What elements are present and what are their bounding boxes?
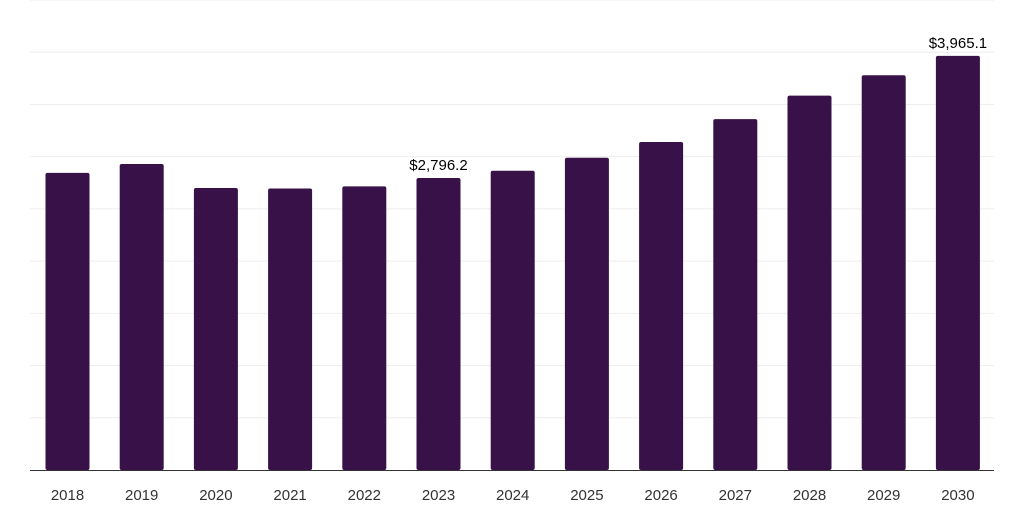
bar-2021 bbox=[268, 188, 313, 470]
bar-2024 bbox=[490, 170, 535, 470]
x-axis: 2018 2019 2020 2021 2022 2023 2024 2025 2026 2027… bbox=[30, 470, 994, 504]
bar-2020 bbox=[193, 188, 238, 470]
x-tick-label-2019: 2019 bbox=[125, 487, 158, 504]
bar-2029 bbox=[861, 75, 906, 470]
bar-2025 bbox=[564, 157, 609, 470]
bar-2022 bbox=[342, 186, 387, 470]
x-tick-label-2021: 2021 bbox=[273, 487, 306, 504]
bar-2028 bbox=[787, 95, 832, 471]
bar-2026 bbox=[639, 142, 684, 471]
x-tick-label-2029: 2029 bbox=[867, 487, 900, 504]
x-tick-label-2028: 2028 bbox=[793, 487, 826, 504]
bar-2027 bbox=[713, 119, 758, 471]
data-label-2023: $2,796.2 bbox=[409, 157, 467, 174]
bar-2030 bbox=[935, 55, 980, 470]
x-tick-label-2022: 2022 bbox=[348, 487, 381, 504]
x-tick-label-2023: 2023 bbox=[422, 487, 455, 504]
x-tick-label-2018: 2018 bbox=[51, 487, 84, 504]
x-tick-label-2024: 2024 bbox=[496, 487, 529, 504]
data-label-2030: $3,965.1 bbox=[929, 35, 987, 52]
bars bbox=[45, 55, 980, 471]
bar-2018 bbox=[45, 172, 90, 470]
bar-2019 bbox=[119, 163, 164, 470]
x-tick-label-2025: 2025 bbox=[570, 487, 603, 504]
data-labels: $2,796.2 $3,965.1 bbox=[409, 35, 987, 174]
x-tick-label-2027: 2027 bbox=[719, 487, 752, 504]
x-tick-label-2030: 2030 bbox=[941, 487, 974, 504]
x-tick-label-2020: 2020 bbox=[199, 487, 232, 504]
x-tick-label-2026: 2026 bbox=[644, 487, 677, 504]
bar-2023 bbox=[416, 177, 461, 470]
